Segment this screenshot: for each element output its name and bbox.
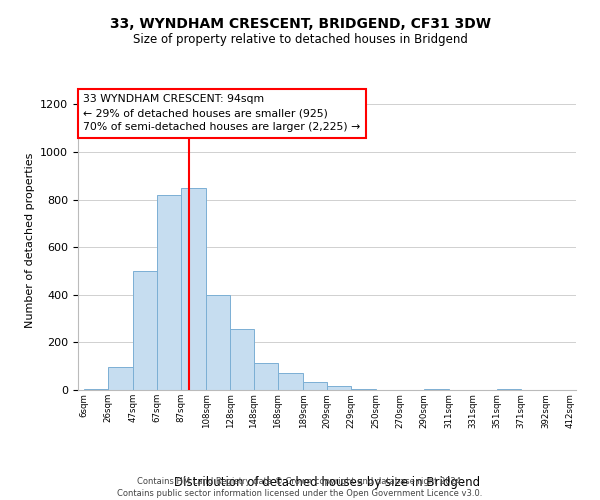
Bar <box>424 389 449 390</box>
Bar <box>230 330 254 390</box>
Bar <box>327 386 350 390</box>
Bar <box>206 295 230 390</box>
Text: Contains HM Land Registry data © Crown copyright and database right 2024.
Contai: Contains HM Land Registry data © Crown c… <box>118 476 482 498</box>
Bar <box>108 368 133 390</box>
Bar <box>133 271 157 390</box>
Text: 33 WYNDHAM CRESCENT: 94sqm
← 29% of detached houses are smaller (925)
70% of sem: 33 WYNDHAM CRESCENT: 94sqm ← 29% of deta… <box>83 94 360 132</box>
Bar <box>84 389 107 390</box>
Bar <box>351 389 376 390</box>
Bar <box>304 382 327 390</box>
Bar <box>181 188 206 390</box>
Y-axis label: Number of detached properties: Number of detached properties <box>25 152 35 328</box>
Text: Size of property relative to detached houses in Bridgend: Size of property relative to detached ho… <box>133 32 467 46</box>
Bar <box>254 362 278 390</box>
Bar <box>157 195 181 390</box>
Bar <box>278 374 303 390</box>
Bar <box>497 389 521 390</box>
Text: 33, WYNDHAM CRESCENT, BRIDGEND, CF31 3DW: 33, WYNDHAM CRESCENT, BRIDGEND, CF31 3DW <box>110 18 491 32</box>
X-axis label: Distribution of detached houses by size in Bridgend: Distribution of detached houses by size … <box>174 476 480 490</box>
